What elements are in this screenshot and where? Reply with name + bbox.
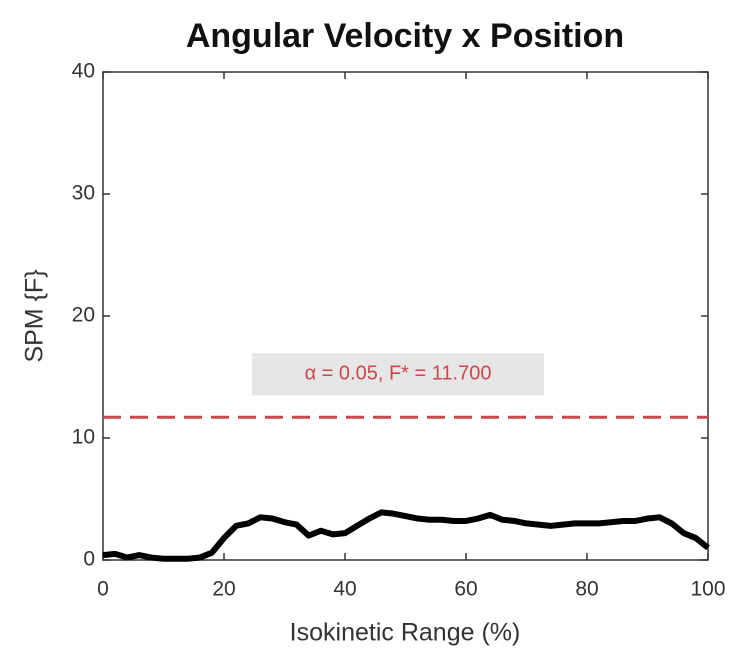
plot-area <box>102 71 709 561</box>
threshold-label: α = 0.05, F* = 11.700 <box>305 363 492 385</box>
chart-title: Angular Velocity x Position <box>186 17 624 55</box>
y-tick-label: 40 <box>72 60 95 83</box>
x-tick-label: 40 <box>333 578 356 601</box>
threshold-label-box <box>252 353 544 396</box>
x-tick-label: 80 <box>575 578 598 601</box>
y-tick-label: 10 <box>72 426 95 449</box>
x-tick-label: 100 <box>690 578 725 601</box>
y-tick-label: 30 <box>72 182 95 205</box>
x-axis-label: Isokinetic Range (%) <box>290 619 521 647</box>
x-tick-label: 20 <box>212 578 235 601</box>
x-tick-label: 60 <box>454 578 477 601</box>
y-tick-label: 0 <box>83 548 95 571</box>
data-line <box>102 509 710 562</box>
y-axis-label: SPM {F} <box>21 269 49 362</box>
x-tick-label: 0 <box>97 578 109 601</box>
y-tick-label: 20 <box>72 304 95 327</box>
